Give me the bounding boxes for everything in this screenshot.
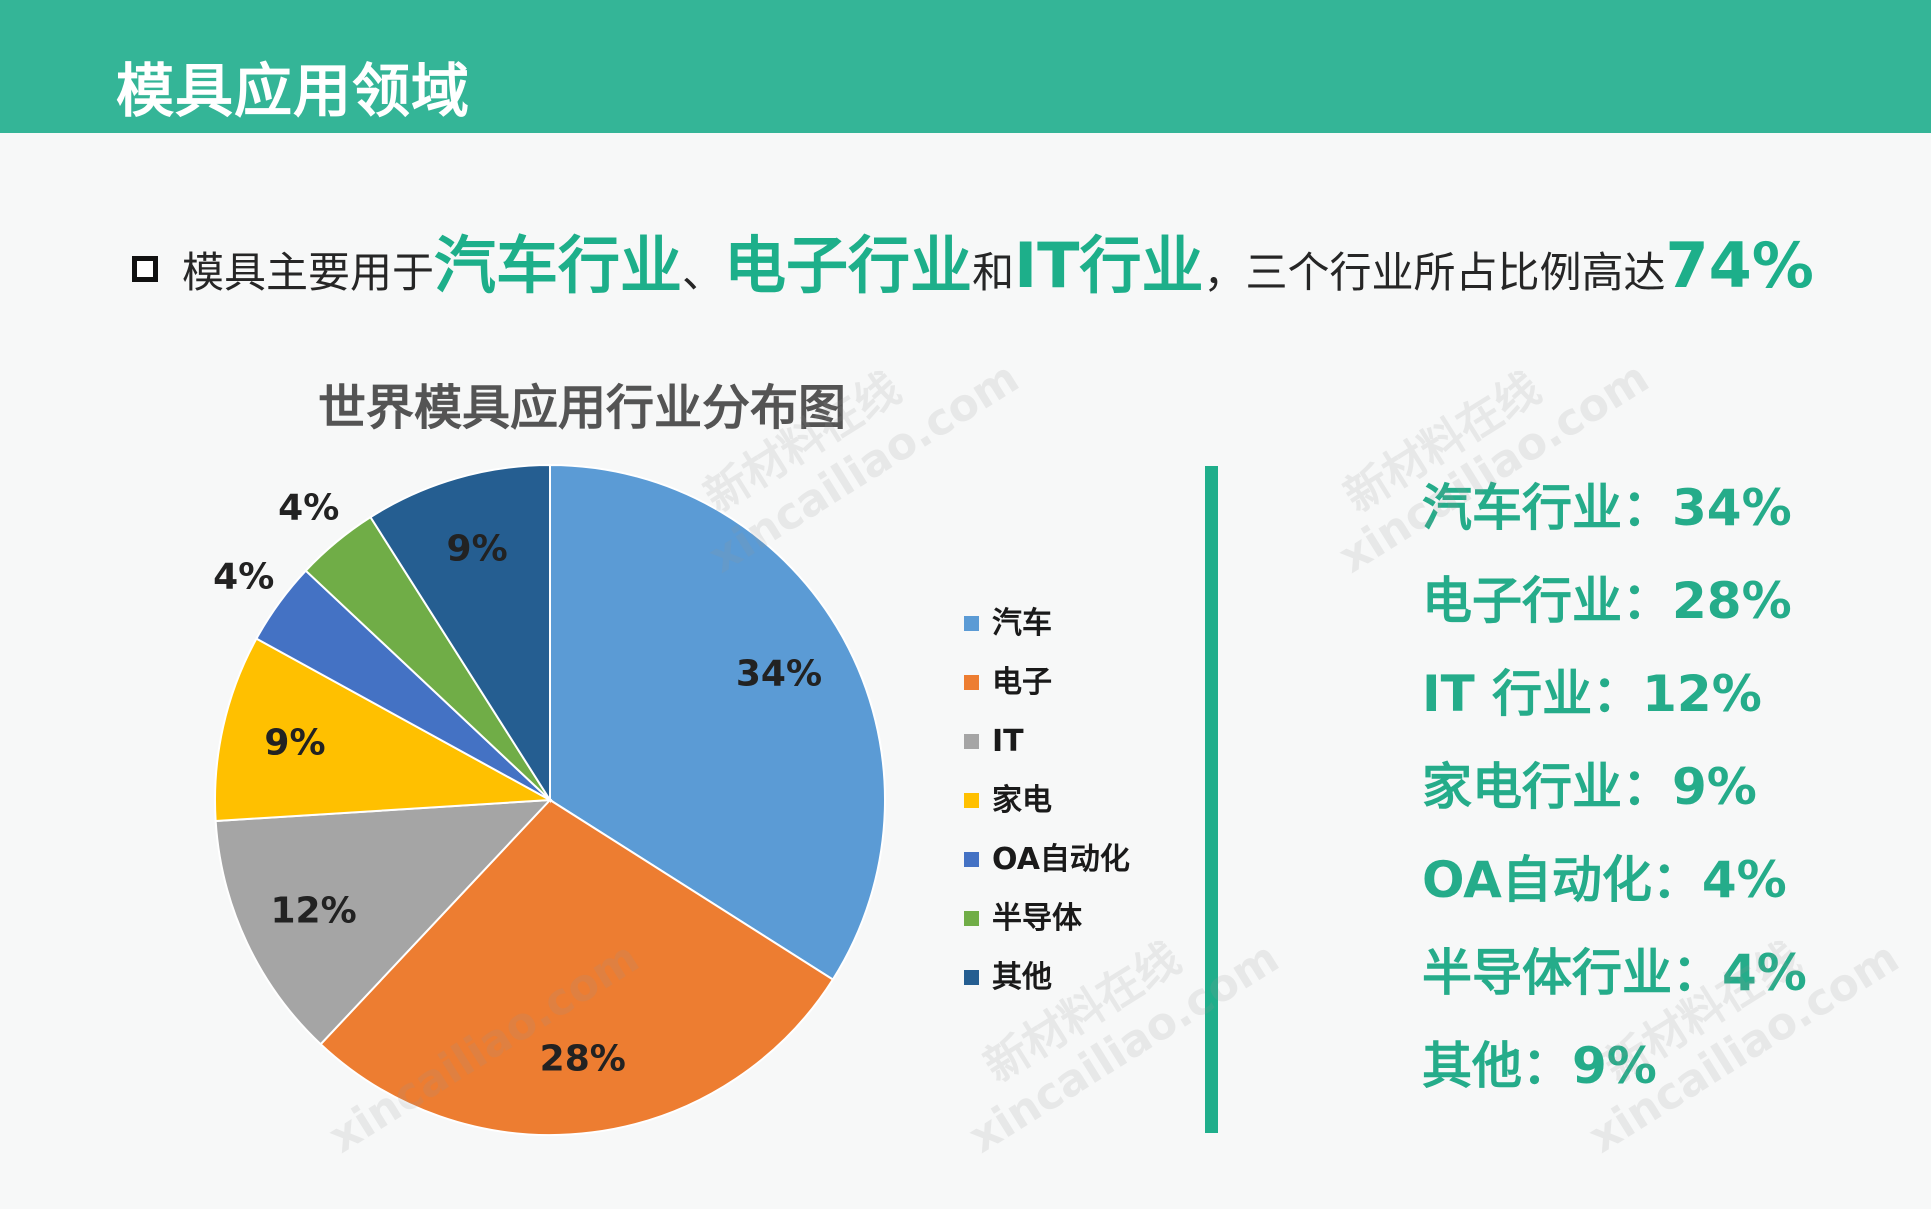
- pie-slice-1: [319, 798, 835, 1136]
- legend-label: 半导体: [992, 901, 1082, 936]
- intro-text-4: ，三个行业所占比例高达: [1203, 248, 1666, 297]
- stats-list: 汽车行业：34% 电子行业：28% IT 行业：12% 家电行业：9% OA自动化：4%…: [1422, 470, 1807, 1121]
- page-title: 模具应用领域: [116, 57, 471, 125]
- vertical-divider: [1205, 466, 1218, 1133]
- stat-line: IT 行业：12%: [1422, 665, 1762, 723]
- legend-swatch: [964, 793, 979, 808]
- legend-label: IT: [992, 724, 1024, 759]
- stat-line: OA自动化：4%: [1422, 851, 1787, 909]
- chart-title: 世界模具应用行业分布图: [318, 380, 847, 436]
- legend-label: OA自动化: [992, 842, 1130, 877]
- checkbox-bullet-icon: [132, 256, 158, 282]
- pie-data-label-0: 34%: [735, 653, 823, 695]
- stat-line: 汽车行业：34%: [1422, 479, 1792, 537]
- intro-highlight-electronics: 电子行业: [724, 229, 973, 302]
- pie-data-label-3: 9%: [264, 722, 326, 764]
- legend-label: 汽车: [992, 606, 1052, 641]
- stat-line: 半导体行业：4%: [1422, 944, 1807, 1002]
- intro-line: 模具主要用于汽车行业、电子行业和IT行业，三个行业所占比例高达74%: [132, 226, 1922, 306]
- intro-text-2: 、: [682, 248, 725, 297]
- legend-label: 电子: [992, 665, 1052, 700]
- legend-swatch: [964, 675, 979, 690]
- pie-data-label-2: 12%: [270, 890, 357, 932]
- pie-slice-3: [214, 637, 554, 823]
- pie-slice-6: [369, 463, 551, 804]
- pie-data-label-6: 9%: [446, 528, 508, 570]
- intro-text-1: 模具主要用于: [182, 248, 435, 297]
- pie-slice-0: [549, 463, 886, 981]
- pie-data-label-5: 4%: [278, 487, 340, 529]
- pie-data-label-1: 28%: [539, 1038, 626, 1080]
- stat-line: 电子行业：28%: [1422, 572, 1792, 630]
- legend-swatch: [964, 616, 979, 631]
- legend-label: 其他: [992, 960, 1052, 995]
- intro-highlight-it: IT行业: [1014, 229, 1204, 302]
- intro-text: 模具主要用于汽车行业、电子行业和IT行业，三个行业所占比例高达74%: [182, 226, 1814, 313]
- stat-line: 其他：9%: [1422, 1037, 1657, 1095]
- header-bar: 模具应用领域: [0, 0, 1931, 133]
- stat-line: 家电行业：9%: [1422, 758, 1757, 816]
- intro-highlight-auto: 汽车行业: [434, 229, 683, 302]
- legend-swatch: [964, 911, 979, 926]
- intro-text-3: 和: [972, 248, 1015, 297]
- pie-slice-2: [214, 798, 553, 1046]
- legend-swatch: [964, 734, 979, 749]
- intro-highlight-percent: 74%: [1665, 229, 1814, 302]
- pie-data-label-4: 4%: [213, 556, 275, 598]
- legend-label: 家电: [992, 783, 1052, 818]
- legend-swatch: [964, 970, 979, 985]
- legend-swatch: [964, 852, 979, 867]
